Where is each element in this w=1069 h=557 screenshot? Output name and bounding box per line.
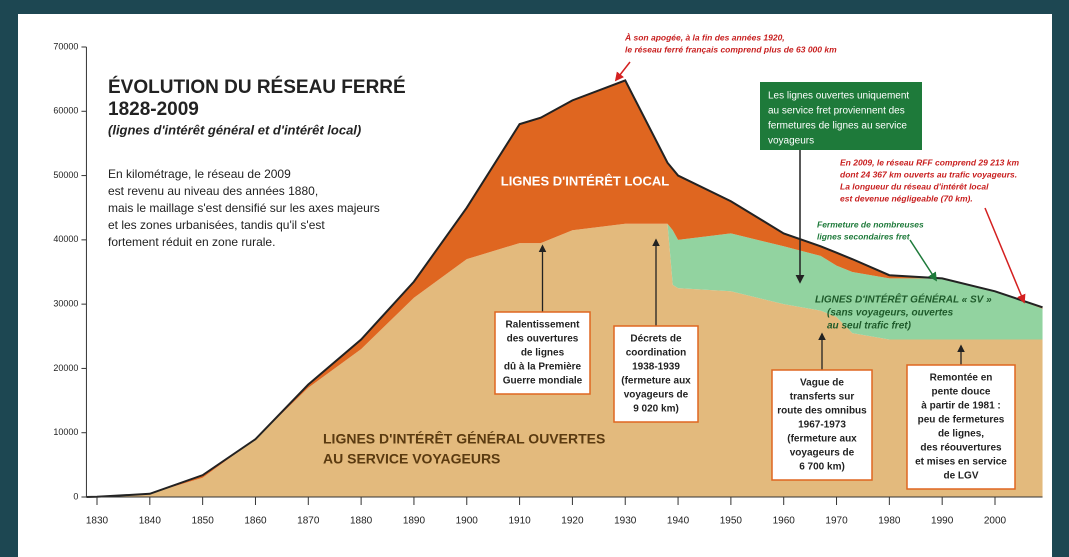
box-text: voyageurs de	[624, 390, 689, 401]
arrow	[984, 207, 1026, 304]
x-tick-label: 1980	[878, 516, 901, 527]
area-label: (sans voyageurs, ouvertes	[827, 308, 954, 319]
y-tick-label: 30000	[53, 299, 78, 309]
y-tick-label: 60000	[53, 106, 78, 116]
y-tick-label: 10000	[53, 427, 78, 437]
y-tick-label: 40000	[53, 234, 78, 244]
note-box	[906, 364, 1016, 490]
note: La longueur du réseau d'intérêt local	[840, 181, 989, 191]
y-tick-label: 20000	[53, 363, 78, 373]
arrow	[909, 239, 937, 282]
x-tick-label: 1970	[825, 516, 848, 527]
note-box	[771, 369, 873, 481]
y-tick-label: 50000	[53, 170, 78, 180]
box-text: voyageurs de	[790, 448, 855, 459]
x-tick-label: 1890	[403, 516, 426, 527]
chart-subtitle: (lignes d'intérêt général et d'intérêt l…	[108, 122, 361, 137]
x-tick-label: 1830	[86, 516, 109, 527]
area-label: au seul trafic fret)	[827, 321, 912, 332]
box-text: 9 020 km)	[633, 404, 679, 415]
box-text: (fermeture aux	[621, 376, 691, 387]
x-tick-label: 1930	[614, 516, 637, 527]
box-text: transferts sur	[790, 392, 855, 403]
x-tick-label: 1900	[456, 516, 479, 527]
note: dont 24 367 km ouverts au trafic voyageu…	[840, 169, 1017, 179]
note: À son apogée, à la fin des années 1920,	[624, 32, 785, 42]
box-text: 6 700 km)	[799, 462, 845, 473]
x-tick-label: 2000	[984, 516, 1007, 527]
y-tick-label: 70000	[53, 41, 78, 51]
box-text: (fermeture aux	[787, 434, 857, 445]
note: est devenue négligeable (70 km).	[840, 193, 973, 203]
box-text: Ralentissement	[506, 320, 581, 331]
box-text: Vague de	[800, 378, 844, 389]
area-label: LIGNES D'INTÉRÊT GÉNÉRAL OUVERTES	[323, 430, 605, 447]
chart-subtitle: 1828-2009	[108, 99, 199, 120]
box-text: 1967-1973	[798, 420, 846, 431]
box-text: de LGV	[943, 471, 978, 482]
intro-text: fortement réduit en zone rurale.	[108, 235, 275, 249]
info-box	[760, 82, 922, 150]
box-text: et mises en service	[915, 457, 1007, 468]
info-text: au service fret proviennent des	[768, 106, 905, 117]
x-tick-label: 1920	[561, 516, 584, 527]
x-tick-label: 1940	[667, 516, 690, 527]
box-text: de lignes,	[938, 429, 984, 440]
x-tick-label: 1990	[931, 516, 954, 527]
area-label: AU SERVICE VOYAGEURS	[323, 451, 500, 467]
intro-text: mais le maillage s'est densifié sur les …	[108, 201, 380, 215]
box-text: coordination	[626, 348, 687, 359]
box-text: dû à la Première	[504, 362, 582, 373]
box-text: des ouvertures	[507, 334, 579, 345]
y-tick-label: 0	[73, 491, 78, 501]
x-tick-label: 1850	[192, 516, 215, 527]
note: Fermeture de nombreuses	[817, 219, 924, 229]
x-tick-label: 1880	[350, 516, 373, 527]
x-tick-label: 1910	[508, 516, 531, 527]
box-text: des réouvertures	[920, 443, 1002, 454]
note: En 2009, le réseau RFF comprend 29 213 k…	[840, 157, 1019, 167]
box-text: de lignes	[521, 348, 565, 359]
x-tick-label: 1950	[720, 516, 743, 527]
chart-title: ÉVOLUTION DU RÉSEAU FERRÉ	[108, 76, 406, 98]
info-text: voyageurs	[768, 136, 814, 147]
note-box	[613, 325, 699, 423]
info-text: Les lignes ouvertes uniquement	[768, 91, 909, 102]
arrow	[614, 61, 631, 82]
note-box	[494, 311, 591, 395]
area-label: LIGNES D'INTÉRÊT GÉNÉRAL « SV »	[815, 293, 992, 306]
area-label: LIGNES D'INTÉRÊT LOCAL	[501, 173, 670, 188]
note: lignes secondaires fret	[817, 231, 911, 241]
x-tick-label: 1860	[244, 516, 267, 527]
area	[86, 223, 1043, 498]
box-text: à partir de 1981 :	[921, 401, 1000, 412]
intro-text: et les zones urbanisées, tandis qu'il s'…	[108, 218, 325, 232]
box-text: peu de fermetures	[918, 415, 1005, 426]
x-tick-label: 1840	[139, 516, 162, 527]
intro-text: En kilométrage, le réseau de 2009	[108, 167, 291, 181]
info-text: fermetures de lignes au service	[768, 121, 907, 132]
note: le réseau ferré français comprend plus d…	[625, 44, 837, 54]
box-text: 1938-1939	[632, 362, 680, 373]
box-text: Décrets de	[630, 334, 682, 345]
area	[86, 80, 1043, 497]
x-tick-label: 1870	[297, 516, 320, 527]
box-text: route des omnibus	[777, 406, 867, 417]
intro-text: est revenu au niveau des années 1880,	[108, 184, 318, 198]
outline	[86, 79, 1043, 498]
box-text: Guerre mondiale	[503, 376, 583, 387]
x-tick-label: 1960	[773, 516, 796, 527]
box-text: Remontée en	[930, 373, 993, 384]
box-text: pente douce	[932, 387, 991, 398]
